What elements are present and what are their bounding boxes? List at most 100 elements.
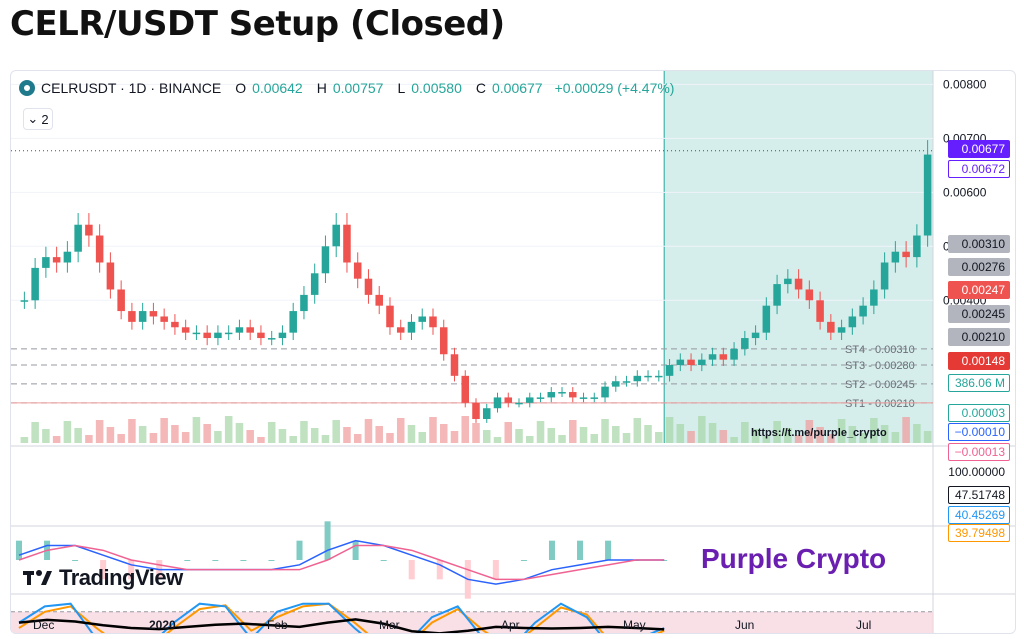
macd-histogram-bar: [605, 540, 612, 560]
macd-histogram-bar: [184, 560, 191, 561]
candle-body: [171, 321, 179, 328]
volume-bar: [859, 433, 867, 443]
volume-bar: [235, 423, 244, 443]
candle-body: [741, 338, 749, 349]
price-tag: 39.79498: [948, 524, 1010, 542]
volume-bar: [386, 433, 394, 443]
volume-bar: [708, 423, 717, 443]
x-tick-label: 2020: [149, 618, 176, 632]
candle-body: [805, 289, 814, 301]
volume-bar: [622, 433, 631, 443]
macd-histogram-bar: [408, 560, 415, 580]
volume-bar: [181, 432, 190, 443]
candle-body: [42, 257, 50, 268]
purple-crypto-watermark: Purple Crypto: [701, 543, 887, 574]
price-tag: 100.00000: [943, 463, 1010, 481]
candle-body: [762, 305, 771, 333]
support-label-st2: ST2 - 0.00245: [845, 379, 915, 391]
volume-bar: [612, 426, 620, 443]
volume-bar: [63, 421, 72, 443]
candle-body: [719, 354, 728, 360]
x-tick-label: Dec: [33, 618, 54, 632]
volume-bar: [923, 431, 932, 443]
candle-body: [859, 305, 867, 317]
volume-bar: [429, 417, 437, 443]
candle-body: [278, 332, 287, 339]
candle-body: [698, 359, 706, 366]
close-value: 0.00677: [491, 80, 543, 96]
candle-body: [837, 327, 846, 333]
tradingview-logo-icon: [23, 570, 52, 585]
volume-bar: [321, 435, 330, 443]
candle-body: [891, 251, 900, 263]
candle-body: [375, 294, 383, 306]
candle-body: [321, 246, 330, 274]
volume-bar: [364, 419, 373, 443]
volume-bar: [138, 426, 147, 443]
candle-body: [117, 289, 125, 312]
candle-body: [848, 316, 857, 328]
volume-bar: [913, 424, 921, 443]
candle-body: [300, 294, 308, 312]
volume-bar: [590, 434, 599, 443]
volume-bar: [106, 427, 115, 443]
candle-body: [353, 262, 362, 279]
candle-body: [332, 224, 340, 247]
y-tick-label: 0.00600: [943, 185, 987, 199]
macd-histogram-bar: [212, 560, 219, 561]
chart-title: CELR/USDT Setup (Closed): [10, 4, 505, 44]
candle-body: [482, 408, 491, 420]
candle-body: [913, 235, 921, 258]
volume-bar: [655, 432, 663, 443]
volume-bar: [332, 420, 340, 443]
indicator-count: 2: [41, 111, 49, 127]
candle-body: [773, 284, 781, 306]
candle-body: [138, 311, 147, 322]
price-tag: 47.51748: [948, 486, 1010, 504]
tradingview-logo: TradingView: [23, 565, 183, 591]
price-tag: −0.00010: [948, 423, 1010, 441]
candle-body: [52, 257, 61, 263]
stoch-k-line: [18, 602, 665, 633]
candle-body: [526, 397, 534, 403]
price-tag: 0.00003: [948, 404, 1010, 422]
volume-bar: [579, 427, 588, 443]
candle-body: [224, 332, 233, 335]
x-tick-label: Jun: [735, 618, 754, 632]
volume-bar: [267, 422, 276, 443]
volume-bar: [526, 436, 534, 443]
telegram-link[interactable]: https://t.me/purple_crypto: [751, 427, 887, 439]
candle-body: [633, 375, 642, 382]
volume-bar: [353, 434, 362, 443]
macd-histogram-bar: [548, 540, 555, 560]
volume-bar: [95, 420, 104, 443]
exchange-logo-icon: [19, 80, 35, 96]
candle-body: [687, 359, 695, 366]
candle-body: [386, 305, 394, 328]
candle-body: [160, 316, 168, 322]
candle-body: [665, 365, 674, 376]
candle-body: [902, 251, 910, 258]
macd-histogram-bar: [352, 540, 359, 560]
volume-bar: [633, 418, 642, 443]
volume-bar: [676, 424, 685, 443]
volume-bar: [601, 419, 609, 443]
x-tick-label: Feb: [267, 618, 288, 632]
candle-body: [590, 397, 599, 399]
volume-bar: [665, 417, 674, 443]
candle-body: [396, 327, 405, 333]
volume-bar: [644, 425, 652, 443]
symbol-name[interactable]: CELRUSDT · 1D · BINANCE: [41, 80, 222, 96]
candle-body: [246, 327, 254, 333]
close-label: C: [475, 80, 486, 96]
candle-body: [63, 251, 72, 263]
volume-bar: [461, 416, 470, 443]
volume-bar: [880, 425, 889, 443]
indicator-collapse-button[interactable]: ⌄ 2: [23, 108, 53, 130]
candle-body: [181, 327, 190, 333]
support-label-st3: ST3 - 0.00280: [845, 360, 915, 372]
candle-body: [289, 311, 297, 333]
candle-body: [257, 332, 265, 339]
